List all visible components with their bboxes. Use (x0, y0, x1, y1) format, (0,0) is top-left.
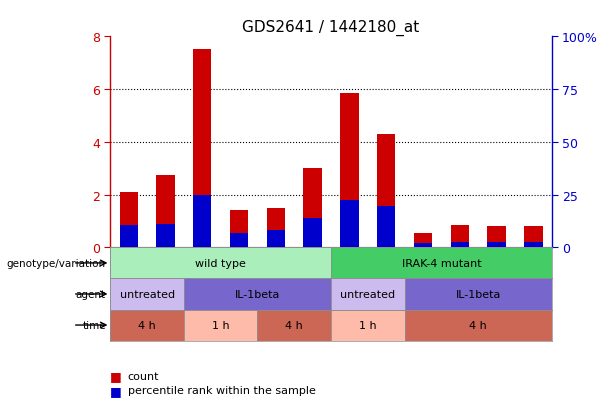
Bar (377, 207, 395, 248)
Text: percentile rank within the sample: percentile rank within the sample (128, 385, 315, 395)
Bar (193, 195, 211, 248)
Bar (230, 211, 248, 248)
Text: IL-1beta: IL-1beta (455, 289, 501, 299)
Bar (331, 310, 405, 341)
Bar (267, 231, 285, 248)
Bar (487, 227, 506, 248)
Bar (451, 242, 469, 248)
Text: ■: ■ (110, 384, 122, 397)
Bar (405, 310, 552, 341)
Bar (340, 200, 359, 248)
Text: untreated: untreated (340, 289, 395, 299)
Bar (405, 279, 552, 310)
Text: untreated: untreated (120, 289, 175, 299)
Bar (451, 225, 469, 248)
Bar (184, 310, 257, 341)
Text: wild type: wild type (196, 258, 246, 268)
Bar (110, 248, 331, 279)
Text: 4 h: 4 h (286, 320, 303, 330)
Bar (120, 225, 138, 248)
Text: ■: ■ (110, 369, 122, 382)
Bar (487, 242, 506, 248)
Bar (110, 310, 184, 341)
Bar (331, 279, 405, 310)
Bar (184, 279, 331, 310)
Bar (377, 135, 395, 248)
Text: 1 h: 1 h (359, 320, 376, 330)
Text: genotype/variation: genotype/variation (7, 258, 106, 268)
Title: GDS2641 / 1442180_at: GDS2641 / 1442180_at (242, 20, 420, 36)
Text: 4 h: 4 h (139, 320, 156, 330)
Text: 4 h: 4 h (470, 320, 487, 330)
Bar (331, 248, 552, 279)
Text: count: count (128, 371, 159, 381)
Bar (110, 279, 184, 310)
Bar (120, 192, 138, 248)
Text: time: time (82, 320, 106, 330)
Bar (156, 176, 175, 248)
Bar (524, 226, 543, 248)
Bar (193, 50, 211, 248)
Text: IRAK-4 mutant: IRAK-4 mutant (402, 258, 481, 268)
Bar (414, 233, 432, 248)
Bar (230, 233, 248, 248)
Bar (303, 219, 322, 248)
Text: agent: agent (76, 289, 106, 299)
Text: IL-1beta: IL-1beta (235, 289, 280, 299)
Bar (524, 242, 543, 248)
Bar (303, 169, 322, 248)
Bar (267, 208, 285, 248)
Bar (414, 243, 432, 248)
Bar (257, 310, 331, 341)
Text: 1 h: 1 h (212, 320, 229, 330)
Bar (156, 224, 175, 248)
Bar (340, 94, 359, 248)
